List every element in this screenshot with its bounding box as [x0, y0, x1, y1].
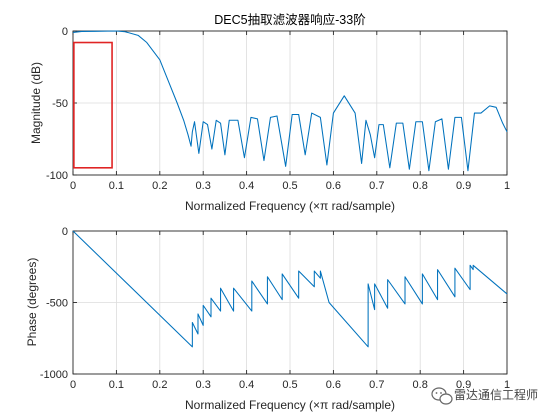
- magnitude-x-tick-label: 0: [70, 180, 76, 192]
- phase-x-tick-label: 0.7: [369, 379, 384, 391]
- magnitude-x-tick-label: 0.6: [326, 180, 341, 192]
- magnitude-x-tick-label: 0.1: [109, 180, 124, 192]
- watermark: 雷达通信工程师: [431, 387, 538, 405]
- magnitude-trace: [72, 30, 508, 172]
- magnitude-panel: 0 0.1 0.2 0.3 0.4 0.5 0.6 0.7 0.8 0.9 1 0 -50 -100 DE…: [29, 12, 510, 213]
- phase-x-label: Normalized Frequency (×π rad/sample): [185, 398, 395, 412]
- phase-x-tick-label: 0.4: [239, 379, 254, 391]
- phase-y-tick-label: -500: [46, 298, 68, 310]
- phase-y-tick-label: 0: [62, 226, 68, 238]
- phase-y-label: Phase (degrees): [25, 258, 39, 347]
- phase-x-tick-label: 0.5: [282, 379, 297, 391]
- magnitude-x-tick-label: 0.4: [239, 180, 254, 192]
- phase-trace: [72, 230, 508, 348]
- phase-panel: 0 0.1 0.2 0.3 0.4 0.5 0.6 0.7 0.8 0.9 10-500-1000 …: [25, 226, 510, 412]
- magnitude-title: DEC5抽取滤波器响应-33阶: [214, 12, 366, 27]
- magnitude-x-tick-label: 0.9: [456, 180, 471, 192]
- magnitude-x-tick-label: 0.7: [369, 180, 384, 192]
- phase-x-tick-label: 0.1: [109, 379, 124, 391]
- phase-x-tick-label: 0.6: [326, 379, 341, 391]
- watermark-text: 雷达通信工程师: [454, 387, 538, 402]
- phase-x-tick-label: 0.9: [456, 379, 471, 391]
- magnitude-x-tick-label: 0.3: [196, 180, 211, 192]
- phase-x-tick-label: 0.3: [196, 379, 211, 391]
- magnitude-x-tick-label: 0.2: [152, 180, 167, 192]
- magnitude-x-label: Normalized Frequency (×π rad/sample): [185, 199, 395, 213]
- phase-x-tick-label: 1: [504, 379, 510, 391]
- magnitude-y-label: Magnitude (dB): [29, 62, 43, 144]
- phase-x-tick-label: 0.8: [413, 379, 428, 391]
- phase-y-tick-label: -1000: [40, 369, 68, 381]
- wechat-icon: [431, 387, 453, 405]
- highlight-rectangle: [73, 41, 113, 169]
- magnitude-y-tick-label: -100: [46, 170, 68, 182]
- magnitude-y-tick-label: 0: [62, 26, 68, 38]
- phase-x-tick-label: 0: [70, 379, 76, 391]
- magnitude-x-tick-label: 1: [504, 180, 510, 192]
- phase-x-tick-label: 0.2: [152, 379, 167, 391]
- magnitude-x-tick-label: 0.8: [413, 180, 428, 192]
- magnitude-x-tick-label: 0.5: [282, 180, 297, 192]
- magnitude-y-tick-label: -50: [52, 98, 68, 110]
